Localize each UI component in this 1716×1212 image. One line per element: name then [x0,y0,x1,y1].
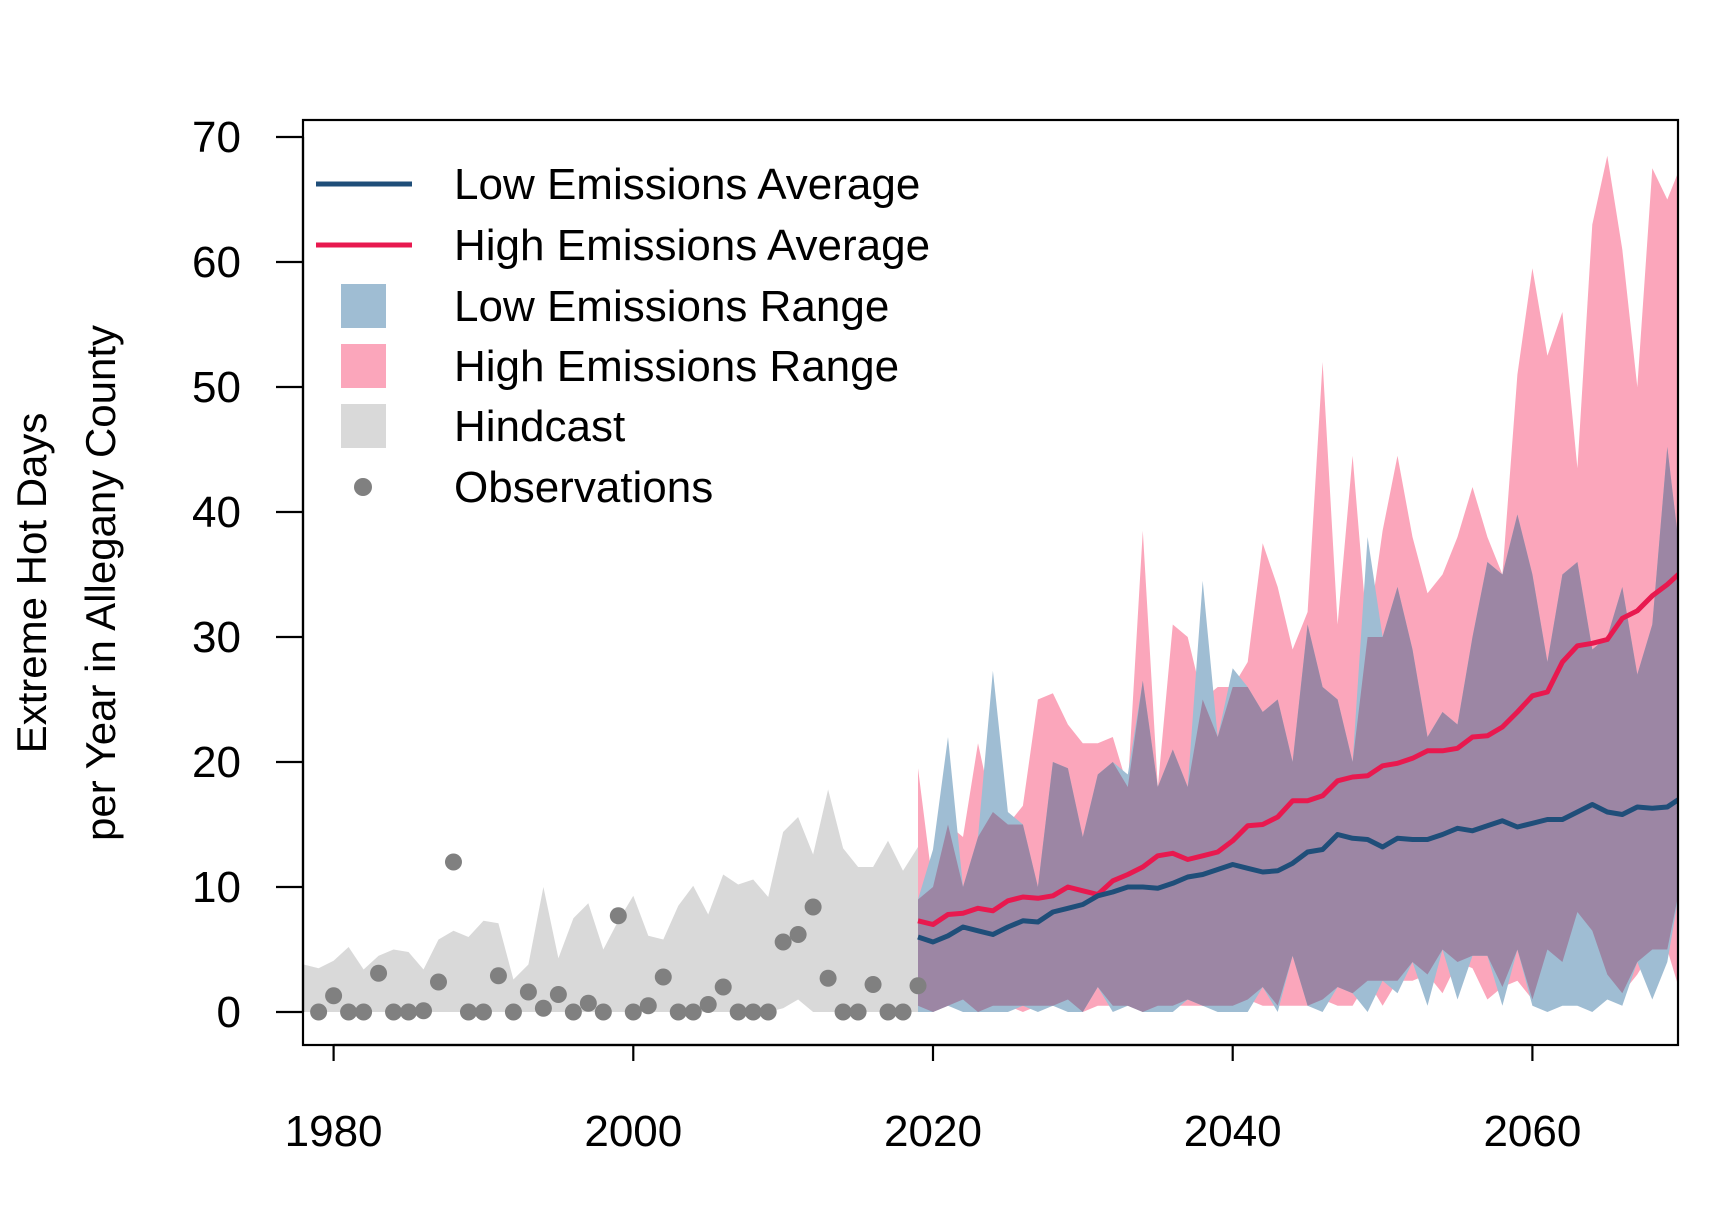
y-tick-label: 0 [217,988,241,1037]
low-emissions-average-line [917,796,1678,945]
observation-point [594,1003,612,1021]
observation-point [385,1003,403,1021]
legend-label: High Emissions Average [454,221,930,270]
observation-point [819,969,837,987]
hindcast-range-band [303,789,919,1012]
observation-point [564,1003,582,1021]
observation-point [400,1003,418,1021]
x-tick-label: 1980 [285,1107,383,1156]
y-tick-label: 10 [192,863,241,912]
observation-point [474,1003,492,1021]
range-overlap-band [918,447,1678,1012]
observation-point [909,977,927,995]
observation-point [504,1003,522,1021]
observation-point [370,964,388,982]
observation-point [834,1003,852,1021]
x-tick-label: 2020 [884,1107,982,1156]
legend-item: High Emissions Range [341,342,899,391]
observation-point [310,1003,328,1021]
observation-point [489,967,507,985]
observation-point [744,1003,762,1021]
observation-point [549,986,567,1003]
legend-item: Hindcast [341,402,625,451]
legend-item: Observations [354,463,713,512]
axes: 1980 2000 2020 2040 2060 0 10 20 30 40 50 60 70 Extre… [8,113,1680,1156]
observation-point [609,907,627,925]
legend-box-swatch [341,284,386,328]
legend-point-swatch [354,478,372,496]
y-tick-label: 30 [192,613,241,662]
legend-item: Low Emissions Range [341,282,889,331]
legend-item: Low Emissions Average [316,160,920,209]
observation-point [684,1003,702,1021]
legend-label: High Emissions Range [454,342,899,391]
observation-point [519,983,537,1001]
legend-box-swatch [341,404,386,448]
legend-label: Hindcast [454,402,625,451]
observation-point [774,933,792,951]
observation-point [864,976,882,993]
observation-point [849,1003,867,1021]
observation-point [355,1003,373,1021]
y-tick-label: 60 [192,238,241,287]
observation-point [669,1003,687,1021]
observation-point [714,978,732,996]
observation-point [654,968,672,986]
y-tick-label: 40 [192,488,241,537]
observation-point [729,1003,747,1021]
legend-label: Observations [454,463,713,512]
observation-point [429,973,447,991]
x-tick-label: 2060 [1483,1107,1581,1156]
legend-label: Low Emissions Average [454,160,920,209]
observation-point [639,997,657,1015]
legend-label: Low Emissions Range [454,282,889,331]
x-tick-label: 2000 [584,1107,682,1156]
observation-point [579,994,597,1012]
observation-point [804,898,822,916]
observation-point [789,926,807,943]
y-tick-label: 20 [192,738,241,787]
observation-point [444,853,462,871]
observation-point [759,1003,777,1021]
observation-point [879,1003,897,1021]
legend-box-swatch [341,344,386,388]
y-axis-title-line-1: Extreme Hot Days [8,413,55,754]
observation-point [459,1003,477,1021]
observation-point [534,999,552,1017]
legend: Low Emissions Average High Emissions Aver… [316,160,930,512]
y-tick-label: 50 [192,363,241,412]
observation-point [325,987,343,1005]
y-tick-label: 70 [192,113,241,162]
legend-item: High Emissions Average [316,221,930,270]
observation-point [699,996,717,1013]
high-emissions-average-line [917,571,1678,927]
observation-point [415,1002,433,1020]
observation-point [340,1003,358,1021]
y-axis-title-line-2: per Year in Allegany County [77,325,124,841]
observation-point [894,1003,912,1021]
plot-area [303,155,1678,1021]
observation-point [624,1003,642,1021]
plot-content [303,155,1678,1021]
x-tick-label: 2040 [1184,1107,1282,1156]
